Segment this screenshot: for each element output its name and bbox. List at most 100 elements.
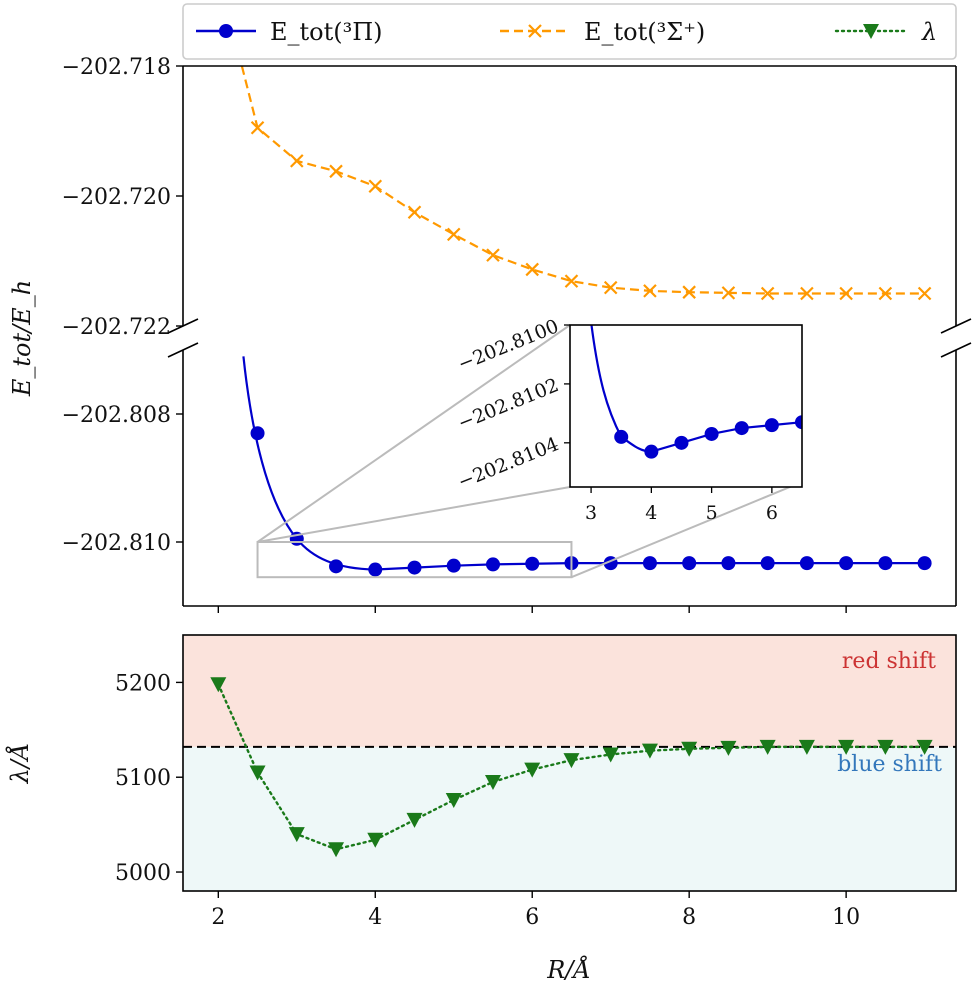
lower-ytick-label: −202.810	[62, 531, 171, 556]
series-sigma-point	[760, 286, 775, 301]
series-pi-point	[329, 559, 344, 574]
series-sigma-line	[240, 66, 925, 295]
series-lambda-point	[445, 792, 462, 808]
upper-ytick-label: −202.718	[62, 55, 171, 80]
series-pi-point	[642, 556, 657, 571]
series-lambda-point	[720, 740, 737, 756]
axis-break-mark	[940, 318, 972, 334]
series-lambda-point	[563, 753, 580, 769]
series-pi-point	[799, 556, 814, 571]
series-pi-point	[250, 426, 265, 441]
inset-ytick-label: −202.8104	[455, 433, 562, 493]
zoom-region-box	[256, 541, 573, 579]
legend-label-sigma: E_tot(³Σ⁺)	[584, 18, 705, 46]
series-lambda-point	[759, 739, 776, 755]
series-lambda-point	[288, 827, 305, 843]
bottom-ytick-label: 5100	[115, 766, 171, 791]
series-pi-point	[407, 560, 422, 575]
zoom-connector	[571, 481, 803, 579]
series-lambda-group	[210, 677, 933, 858]
series-lambda-point	[328, 842, 345, 858]
series-sigma-point	[682, 285, 696, 299]
series-lambda-point	[484, 774, 501, 790]
bottom-axes-frame	[182, 634, 957, 892]
series-pi-point	[721, 556, 736, 571]
inset-point	[764, 418, 779, 433]
series-sigma-point	[446, 227, 461, 242]
legend-marker-sigma	[528, 24, 542, 38]
axis-break-mark	[940, 342, 972, 358]
inset-point	[614, 429, 629, 444]
inset-ytick-label: −202.8102	[455, 374, 562, 434]
inset-xtick-label: 3	[585, 502, 597, 524]
series-lambda-point	[916, 739, 933, 755]
series-sigma-point	[917, 286, 932, 301]
series-lambda-point	[367, 832, 384, 848]
layer-marks	[183, 66, 956, 858]
series-sigma-point	[603, 280, 618, 295]
series-pi-point	[760, 556, 775, 571]
series-lambda-point	[602, 747, 619, 763]
inset-point	[734, 421, 749, 436]
series-lambda-point	[877, 739, 894, 755]
upper-ytick-label: −202.720	[62, 185, 171, 210]
inset-xtick-label: 4	[645, 502, 657, 524]
series-sigma-point	[878, 286, 893, 301]
series-lambda-point	[524, 762, 541, 778]
series-sigma-point	[250, 120, 265, 135]
inset-point	[795, 415, 802, 430]
series-sigma-point	[486, 248, 500, 262]
bottom-xtick-label: 4	[368, 905, 382, 930]
legend-label-pi: E_tot(³Π)	[270, 18, 383, 46]
series-sigma-point	[407, 205, 422, 220]
legend-marker-pi	[219, 24, 233, 38]
inset-point	[704, 426, 719, 441]
series-pi-point	[525, 556, 540, 571]
axis-break-mark	[167, 342, 199, 358]
series-sigma-point	[643, 284, 657, 298]
legend-label-lambda: λ	[921, 18, 937, 46]
series-sigma-point	[368, 179, 383, 194]
series-lambda-point	[406, 812, 423, 828]
zoom-connector	[256, 324, 571, 543]
series-lambda-point	[681, 741, 698, 757]
top-ylabel: E_tot/E_h	[8, 280, 36, 397]
bottom-ytick-label: 5200	[115, 671, 171, 696]
series-sigma-point	[525, 262, 540, 277]
bottom-xtick-label: 10	[832, 905, 860, 930]
legend-box	[182, 3, 957, 60]
series-lambda-point	[641, 743, 658, 759]
blue-shift-region	[183, 746, 956, 891]
legend-marker-lambda	[863, 24, 879, 39]
xlabel: R/Å	[546, 955, 591, 984]
series-pi-point	[485, 557, 500, 572]
inset-xtick-label: 6	[766, 502, 778, 524]
lower-ytick-label: −202.808	[62, 403, 171, 428]
inset-background	[570, 325, 802, 487]
series-pi-point	[446, 558, 461, 573]
series-sigma-point	[290, 154, 304, 168]
inset-series-group	[590, 325, 802, 459]
series-sigma-point	[721, 286, 736, 300]
inset-point	[674, 435, 689, 450]
series-pi-point	[917, 556, 932, 571]
blue-shift-label: blue shift	[837, 752, 942, 777]
series-lambda-point	[838, 739, 855, 755]
bottom-ylabel: λ/Å	[5, 743, 34, 785]
bottom-xtick-label: 6	[525, 905, 539, 930]
series-sigma-point	[839, 286, 853, 301]
series-pi-point	[368, 562, 383, 577]
bottom-ytick-label: 5000	[115, 861, 171, 886]
series-sigma-point	[564, 274, 579, 288]
red-shift-label: red shift	[842, 649, 936, 674]
series-sigma-group	[240, 66, 932, 301]
series-pi-point	[839, 556, 854, 571]
series-pi-point	[682, 556, 697, 571]
zoom-connector	[257, 486, 571, 543]
series-pi-point	[878, 556, 893, 571]
inset-xtick-label: 5	[706, 502, 718, 524]
layer-back	[183, 635, 956, 891]
series-lambda-point	[798, 739, 815, 755]
inset-point	[644, 444, 659, 459]
